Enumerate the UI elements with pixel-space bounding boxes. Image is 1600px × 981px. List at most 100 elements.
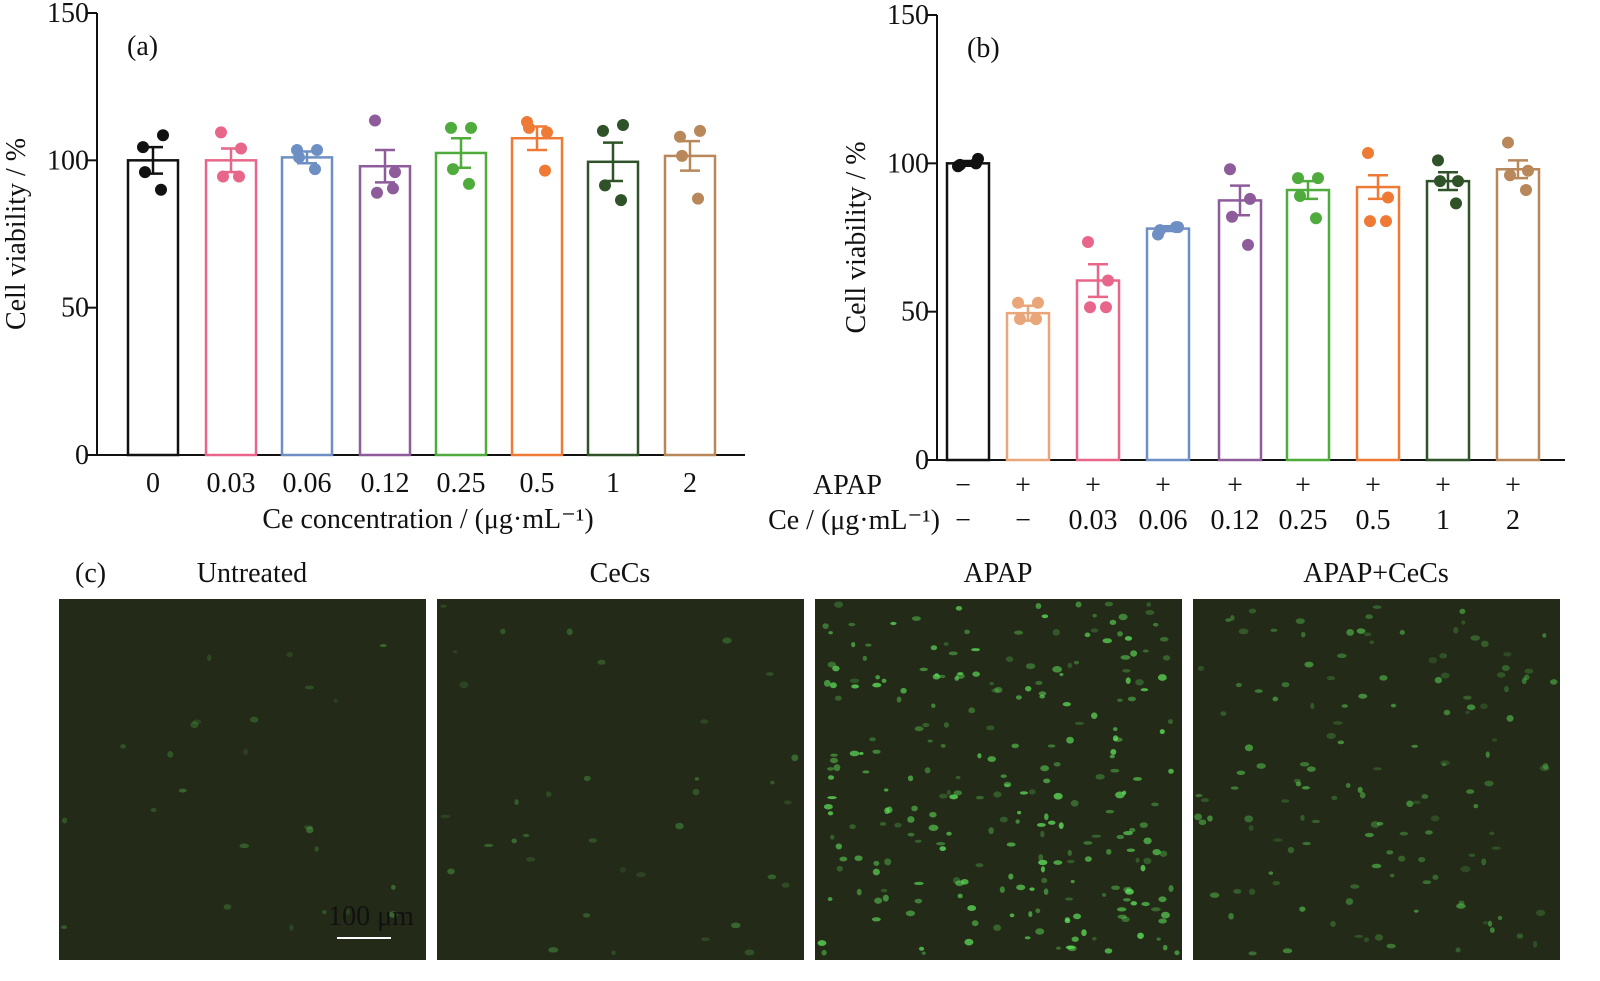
data-point [1292, 172, 1304, 185]
fluorescent-cell [1230, 614, 1235, 621]
fluorescent-cell [905, 910, 916, 917]
fluorescent-cell [304, 685, 315, 690]
fluorescent-cell [1065, 945, 1075, 950]
fluorescent-cell [1461, 620, 1466, 625]
data-point [1224, 163, 1236, 176]
data-point [1154, 224, 1166, 237]
ce-value: − [955, 505, 971, 536]
fluorescent-cell [1220, 711, 1227, 717]
fluorescent-cell [167, 751, 174, 758]
fluorescent-cell [566, 628, 573, 636]
fluorescent-cell [1287, 846, 1295, 854]
fluorescent-cell [1484, 780, 1494, 787]
fluorescent-cell [869, 737, 876, 742]
fluorescent-cell [1248, 825, 1254, 831]
fluorescent-cell [1040, 765, 1050, 772]
fluorescent-cell [1299, 906, 1306, 912]
fluorescent-cell [1151, 802, 1159, 807]
fluorescent-cell [1372, 605, 1382, 609]
fluorescent-cell [1083, 841, 1093, 845]
fluorescent-cell [1015, 819, 1020, 824]
fluorescent-cell [849, 678, 860, 683]
fluorescent-cell [243, 748, 249, 756]
ce-value: 0.25 [1279, 505, 1328, 536]
data-point [1452, 175, 1464, 188]
fluorescent-cell [1121, 916, 1130, 922]
data-point [541, 126, 553, 139]
fluorescent-cell [1413, 909, 1419, 913]
fluorescent-cell [1025, 663, 1036, 670]
fluorescent-cell [1411, 744, 1419, 748]
fluorescent-cell [1052, 665, 1063, 673]
data-point [1244, 192, 1256, 205]
fluorescent-cell [1130, 650, 1138, 657]
data-point [233, 170, 245, 183]
fluorescent-cell [1458, 900, 1465, 905]
fluorescent-cell [767, 874, 777, 880]
apap-sign: − [955, 470, 971, 501]
fluorescent-cell [1024, 936, 1031, 940]
fluorescent-cell [1008, 873, 1014, 880]
data-point [1084, 301, 1096, 314]
fluorescent-cell [914, 726, 924, 732]
fluorescent-cell [1549, 679, 1558, 685]
fluorescent-cell [1306, 766, 1316, 772]
x-tick-label: 0 [146, 468, 160, 499]
fluorescent-cell [993, 924, 1002, 931]
fluorescent-cell [1365, 614, 1373, 620]
fluorescent-cell [1359, 792, 1366, 799]
fluorescent-cell [314, 846, 319, 852]
ce-value: 0.03 [1069, 505, 1118, 536]
fluorescent-cell [1142, 649, 1149, 653]
fluorescent-cell [1038, 854, 1044, 861]
fluorescent-cell [1225, 618, 1232, 622]
fluorescent-cell [872, 868, 880, 876]
fluorescent-cell [583, 775, 591, 782]
fluorescent-cell [1443, 709, 1451, 716]
fluorescent-cell [1129, 827, 1136, 833]
fluorescent-cell [1358, 693, 1368, 699]
bar [945, 162, 991, 462]
fluorescent-cell [1075, 601, 1082, 608]
fluorescent-cell [1064, 918, 1071, 924]
fluorescent-cell [1035, 680, 1043, 685]
data-point [1170, 221, 1182, 234]
fluorescent-cell [1135, 857, 1140, 863]
fluorescent-cell [848, 622, 856, 627]
fluorescent-cell [1332, 721, 1343, 725]
fluorescent-cell [1014, 630, 1024, 635]
fluorescent-cell [829, 682, 837, 689]
fluorescent-cell [1194, 813, 1203, 821]
fluorescent-cell [1127, 696, 1136, 702]
fluorescent-cell [827, 897, 833, 902]
fluorescent-cell [994, 686, 1003, 693]
fluorescent-cell [881, 678, 887, 683]
fluorescent-cell [955, 672, 965, 680]
fluorescent-cell [1017, 810, 1022, 815]
fluorescent-cell [1105, 809, 1115, 814]
fluorescent-cell [770, 780, 775, 785]
fluorescent-cell [1268, 871, 1274, 875]
fluorescent-cell [1073, 660, 1080, 665]
fluorescent-cell [1124, 636, 1133, 641]
fluorescent-cell [830, 834, 835, 840]
fluorescent-cell [1053, 792, 1063, 800]
fluorescent-cell [865, 643, 872, 647]
fluorescent-cell [452, 650, 458, 654]
panel-label: (b) [967, 33, 1000, 64]
fluorescent-cell [1070, 800, 1079, 807]
fluorescent-cell [1028, 911, 1033, 918]
data-point [1504, 169, 1516, 182]
fluorescent-cell [1386, 943, 1396, 949]
fluorescent-cell [1295, 618, 1305, 624]
bar [204, 159, 258, 457]
fluorescent-cell [834, 601, 844, 608]
x-axis-label: Ce concentration / (μg·mL⁻¹) [262, 504, 593, 535]
data-point [1382, 191, 1394, 204]
fluorescent-cell [1130, 901, 1138, 906]
data-point [1364, 215, 1376, 228]
fluorescent-cell [1110, 768, 1120, 773]
fluorescent-cell [1044, 813, 1049, 821]
x-tick-label: 0.03 [207, 468, 256, 499]
fluorescent-cell [1506, 714, 1514, 722]
